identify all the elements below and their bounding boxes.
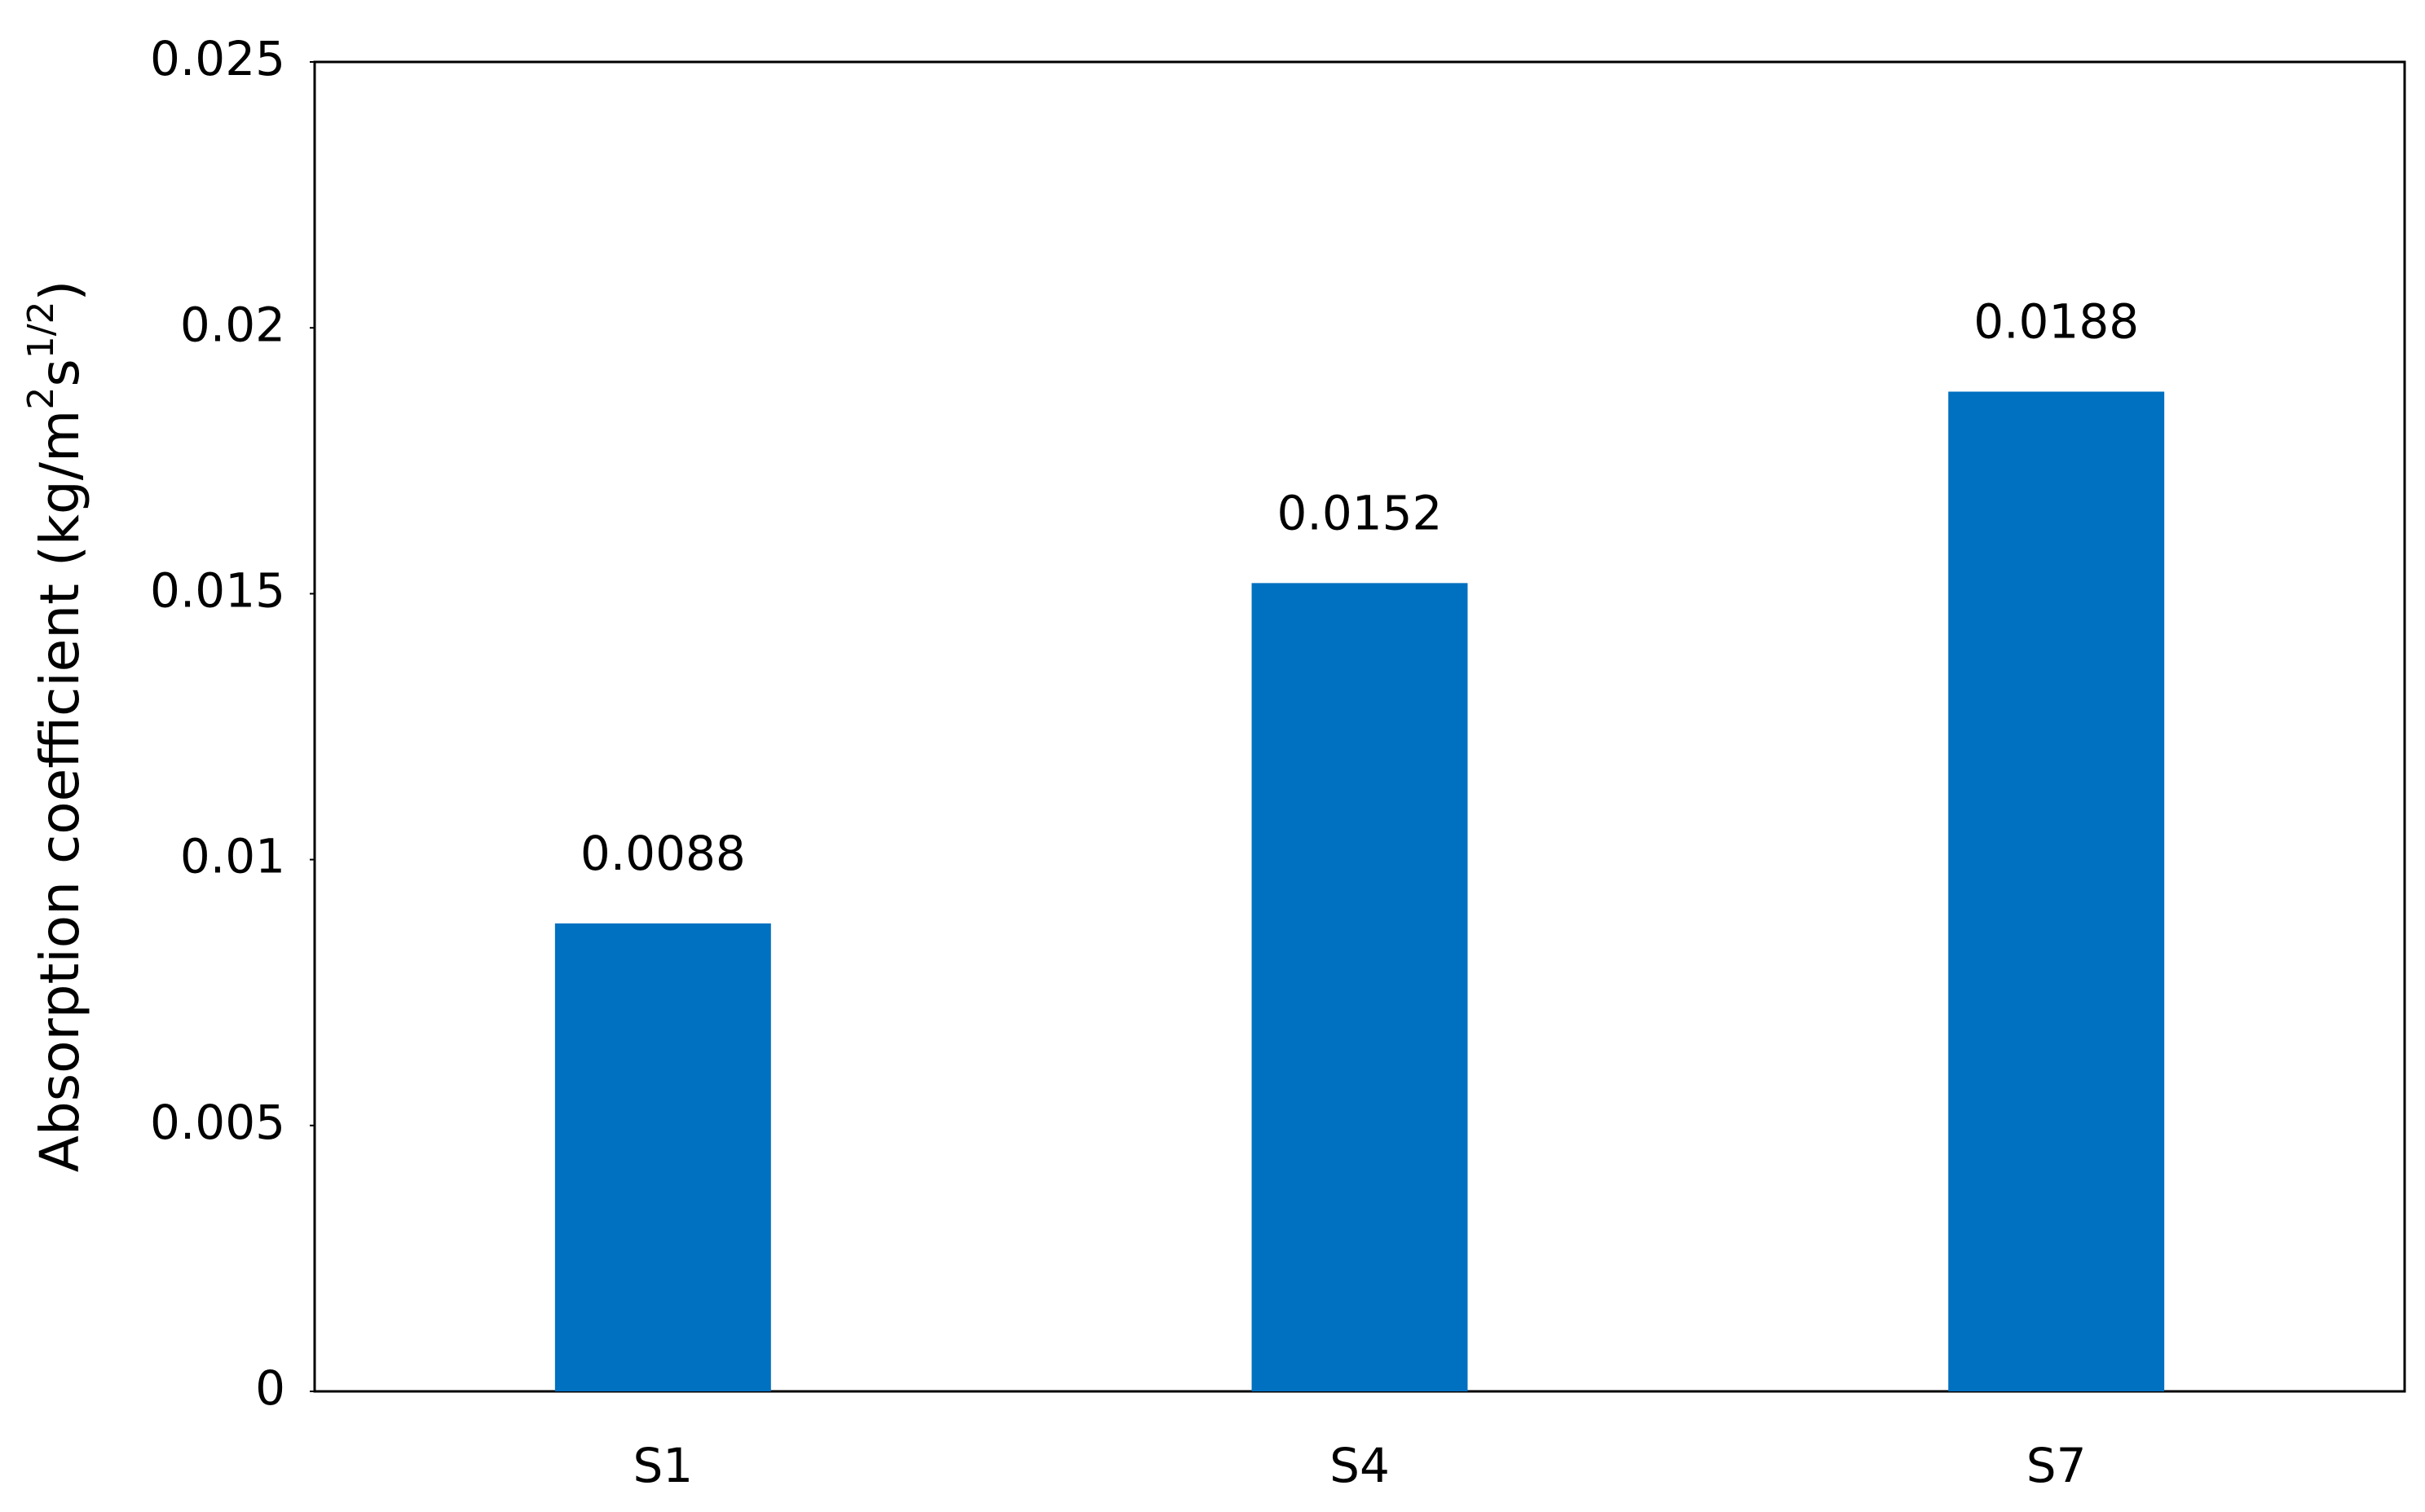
x-tick-label: S1: [633, 1438, 693, 1493]
y-tick-label: 0.025: [150, 31, 285, 86]
y-tick-label: 0.02: [180, 297, 285, 352]
x-tick-label: S7: [2026, 1438, 2087, 1493]
data-label: 0.0088: [580, 826, 746, 881]
bar: [1251, 583, 1468, 1391]
y-tick-label: 0.01: [180, 829, 285, 884]
data-label: 0.0188: [1973, 294, 2139, 350]
y-tick-label: 0: [255, 1360, 285, 1416]
bar: [1948, 391, 2165, 1391]
y-axis-label-part: ): [29, 280, 91, 302]
x-tick-label: S4: [1329, 1438, 1390, 1493]
data-label: 0.0152: [1277, 485, 1443, 540]
y-axis-label: Absorption coefficient (kg/m2s1/2): [20, 280, 92, 1173]
y-tick-label: 0.005: [150, 1095, 285, 1150]
y-axis-label-superscript: 2: [20, 387, 62, 410]
bar: [554, 923, 771, 1391]
y-tick-label: 0.015: [150, 563, 285, 619]
y-axis-label-superscript: 1/2: [20, 301, 62, 359]
y-axis-label-part: Absorption coefficient (kg/m: [29, 410, 91, 1173]
y-axis-label-part: s: [29, 359, 91, 386]
